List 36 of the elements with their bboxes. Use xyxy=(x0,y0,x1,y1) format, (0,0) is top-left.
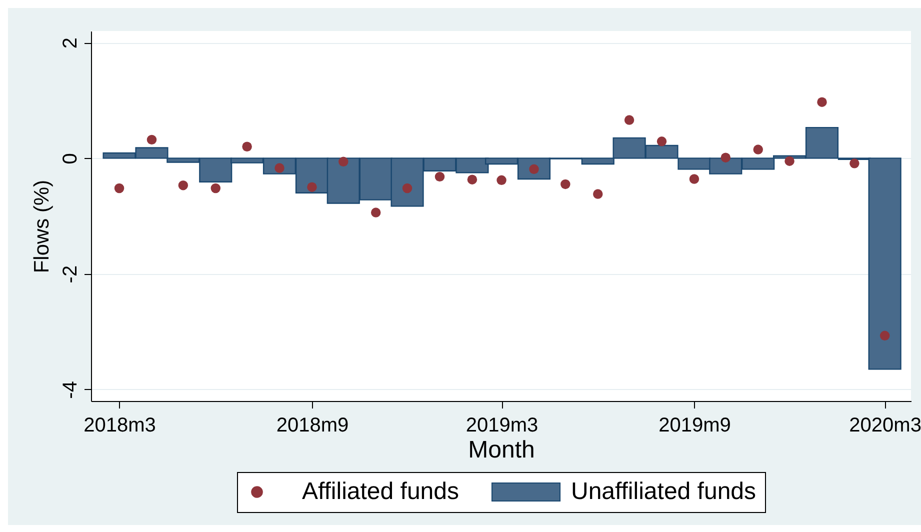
point xyxy=(850,158,860,168)
point xyxy=(560,179,570,190)
y-tick-label: -2 xyxy=(60,265,82,284)
legend-label: Affiliated funds xyxy=(302,478,459,505)
point xyxy=(242,142,252,152)
point xyxy=(496,175,506,186)
point xyxy=(624,115,634,125)
y-tick-label: 2 xyxy=(60,38,82,49)
point xyxy=(753,144,763,154)
point xyxy=(817,97,827,107)
point xyxy=(784,156,794,166)
point xyxy=(434,172,445,182)
point xyxy=(338,156,348,167)
y-tick-label: 0 xyxy=(60,153,82,164)
point xyxy=(402,183,412,194)
y-axis-title: Flows (%) xyxy=(30,180,54,274)
x-tick-label: 2019m9 xyxy=(658,414,731,436)
point xyxy=(656,136,667,146)
x-tick-label: 2018m9 xyxy=(276,414,349,436)
point xyxy=(593,189,603,199)
point xyxy=(146,134,157,145)
point xyxy=(370,208,381,218)
legend-label: Unaffiliated funds xyxy=(571,478,756,505)
x-tick-label: 2018m3 xyxy=(84,414,156,436)
point xyxy=(467,174,478,184)
x-axis-title: Month xyxy=(468,436,535,464)
point xyxy=(307,182,317,192)
x-tick-label: 2020m3 xyxy=(849,414,921,436)
point xyxy=(178,180,188,190)
x-tick-label: 2019m3 xyxy=(466,414,538,436)
point xyxy=(114,183,124,194)
point xyxy=(210,183,220,194)
point xyxy=(689,174,700,184)
point xyxy=(880,330,890,341)
y-tick-label: -4 xyxy=(60,381,82,399)
point xyxy=(720,152,731,162)
